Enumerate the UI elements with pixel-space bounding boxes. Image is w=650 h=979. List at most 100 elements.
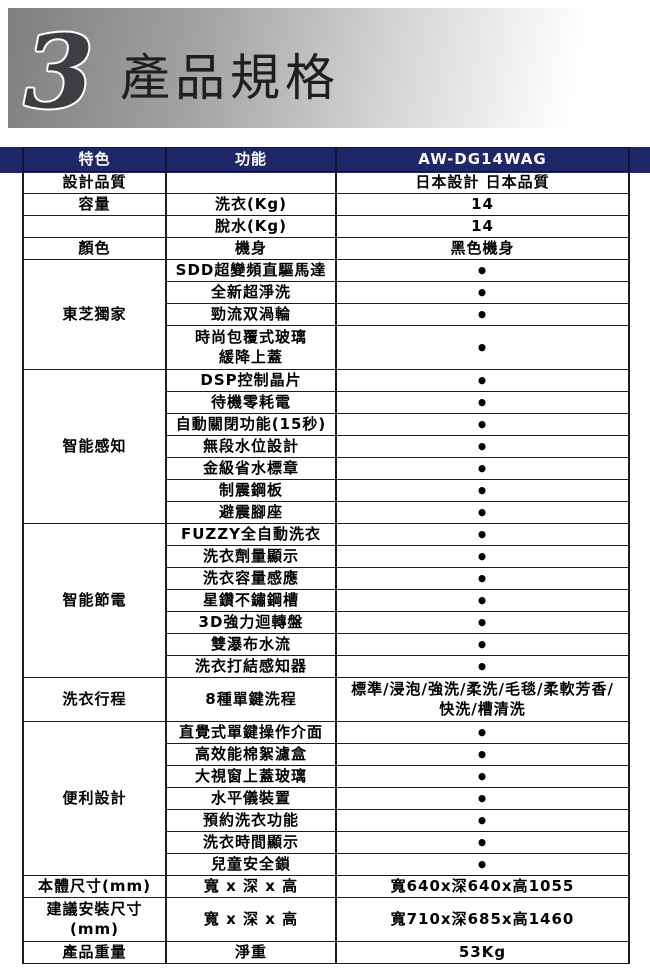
table-row: 產品重量 淨重 53Kg [22, 941, 630, 964]
feature-cell: 便利設計 [22, 721, 167, 876]
value-cell: 寬710x深685x高1460 [335, 897, 630, 942]
table-row: 預約洗衣功能 • [23, 809, 630, 832]
table-row: 高效能棉絮濾盒 • [23, 743, 630, 766]
feature-cell: 容量 [22, 193, 167, 216]
value-cell: • [335, 457, 630, 480]
table-row: 星鑽不鏽鋼槽 • [23, 589, 630, 612]
feature-cell: 建議安裝尺寸 (mm) [22, 897, 167, 942]
table-row: 雙瀑布水流 • [23, 633, 630, 656]
spec-table-body: 設計品質 日本設計 日本品質 容量 洗衣(Kg) 14 脫水(Kg) 14 顏色 機身 黑色機身東… [22, 171, 630, 964]
value-cell: • [335, 325, 630, 370]
value-cell: 寬640x深640x高1055 [335, 875, 630, 898]
function-cell: 雙瀑布水流 [165, 633, 337, 656]
value-cell: • [335, 259, 630, 282]
value-cell: 標準/浸泡/強洗/柔洗/毛毯/柔軟芳香/ 快洗/槽清洗 [335, 677, 630, 722]
function-cell [165, 171, 337, 194]
value-cell: • [335, 611, 630, 634]
value-cell: • [335, 413, 630, 436]
function-cell: 星鑽不鏽鋼槽 [165, 589, 337, 612]
value-cell: • [335, 479, 630, 502]
function-cell: 大視窗上蓋玻璃 [165, 765, 337, 788]
value-cell: • [335, 545, 630, 568]
function-cell: 避震腳座 [165, 501, 337, 524]
page-title: 產品規格 [120, 49, 340, 107]
value-cell: • [335, 303, 630, 326]
value-cell: • [335, 743, 630, 766]
value-cell: • [335, 853, 630, 876]
value-cell: • [335, 809, 630, 832]
value-cell: • [335, 831, 630, 854]
section-number: 3 [24, 13, 94, 131]
function-cell: 寬 x 深 x 高 [165, 897, 337, 942]
column-header-0: 特色 [22, 147, 167, 172]
table-row: 洗衣行程 8種單鍵洗程 標準/浸泡/強洗/柔洗/毛毯/柔軟芳香/ 快洗/槽清洗 [22, 677, 630, 722]
table-row: 自動關閉功能(15秒) • [23, 413, 630, 436]
feature-cell: 本體尺寸(mm) [22, 875, 167, 898]
function-cell: 制震鋼板 [165, 479, 337, 502]
value-cell: • [335, 391, 630, 414]
function-cell: 洗衣容量感應 [165, 567, 337, 590]
feature-cell: 東芝獨家 [22, 259, 167, 370]
value-cell: • [335, 589, 630, 612]
feature-cell: 智能感知 [22, 369, 167, 524]
function-cell: 水平儀裝置 [165, 787, 337, 810]
value-cell: 日本設計 日本品質 [335, 171, 630, 194]
function-cell: 機身 [165, 237, 337, 260]
spec-table-head-row: 特色 功能 AW-DG14WAG [22, 147, 630, 172]
value-cell: • [335, 633, 630, 656]
table-row: 智能感知 DSP控制晶片 • [22, 369, 630, 524]
function-cell: 高效能棉絮濾盒 [165, 743, 337, 766]
function-cell: 洗衣(Kg) [165, 193, 337, 216]
function-cell: 直覺式單鍵操作介面 [165, 721, 337, 744]
function-cell: 金級省水標章 [165, 457, 337, 480]
column-header-2: AW-DG14WAG [335, 147, 630, 172]
table-row: 便利設計 直覺式單鍵操作介面 • [22, 721, 630, 876]
table-row: 洗衣容量感應 • [23, 567, 630, 590]
table-row: 設計品質 日本設計 日本品質 [22, 171, 630, 194]
table-row: 脫水(Kg) 14 [22, 215, 630, 238]
value-cell: • [335, 787, 630, 810]
value-cell: • [335, 655, 630, 678]
feature-cell: 洗衣行程 [22, 677, 167, 722]
value-cell: • [335, 369, 630, 392]
feature-cell: 智能節電 [22, 523, 167, 678]
table-row: 本體尺寸(mm) 寬 x 深 x 高寬640x深640x高1055 [22, 875, 630, 898]
function-cell: 脫水(Kg) [165, 215, 337, 238]
value-cell: • [335, 435, 630, 458]
table-row: 勁流双渦輪 • [23, 303, 630, 326]
function-cell: 洗衣時間顯示 [165, 831, 337, 854]
value-cell: • [335, 765, 630, 788]
value-cell: • [335, 281, 630, 304]
feature-cell: 顏色 [22, 237, 167, 260]
value-cell: 53Kg [335, 941, 630, 964]
feature-cell [22, 215, 167, 238]
function-cell: 3D強力迴轉盤 [165, 611, 337, 634]
function-cell: DSP控制晶片 [165, 369, 337, 392]
function-cell: 無段水位設計 [165, 435, 337, 458]
value-cell: • [335, 501, 630, 524]
function-cell: 預約洗衣功能 [165, 809, 337, 832]
table-row: 東芝獨家 SDD超變頻直驅馬達 • [22, 259, 630, 370]
table-row: 建議安裝尺寸 (mm) 寬 x 深 x 高寬710x深685x高1460 [22, 897, 630, 942]
feature-cell: 產品重量 [22, 941, 167, 964]
function-cell: 兒童安全鎖 [165, 853, 337, 876]
table-row: 洗衣劑量顯示 • [23, 545, 630, 568]
function-cell: 8種單鍵洗程 [165, 677, 337, 722]
function-cell: 待機零耗電 [165, 391, 337, 414]
function-cell: 時尚包覆式玻璃 緩降上蓋 [165, 325, 337, 370]
value-cell: • [335, 721, 630, 744]
table-row: 顏色 機身 黑色機身 [22, 237, 630, 260]
value-cell: 14 [335, 215, 630, 238]
function-cell: 寬 x 深 x 高 [165, 875, 337, 898]
feature-cell: 設計品質 [22, 171, 167, 194]
table-row: 水平儀裝置 • [23, 787, 630, 810]
value-cell: • [335, 567, 630, 590]
value-cell: 黑色機身 [335, 237, 630, 260]
function-cell: 自動關閉功能(15秒) [165, 413, 337, 436]
value-cell: • [335, 523, 630, 546]
table-row: 制震鋼板 • [23, 479, 630, 502]
spec-table-holder: 特色 功能 AW-DG14WAG 設計品質 日本設計 日本品質容量 洗衣(Kg) 14 脫水… [22, 147, 630, 964]
table-row: 3D強力迴轉盤 • [23, 611, 630, 634]
function-cell: 勁流双渦輪 [165, 303, 337, 326]
